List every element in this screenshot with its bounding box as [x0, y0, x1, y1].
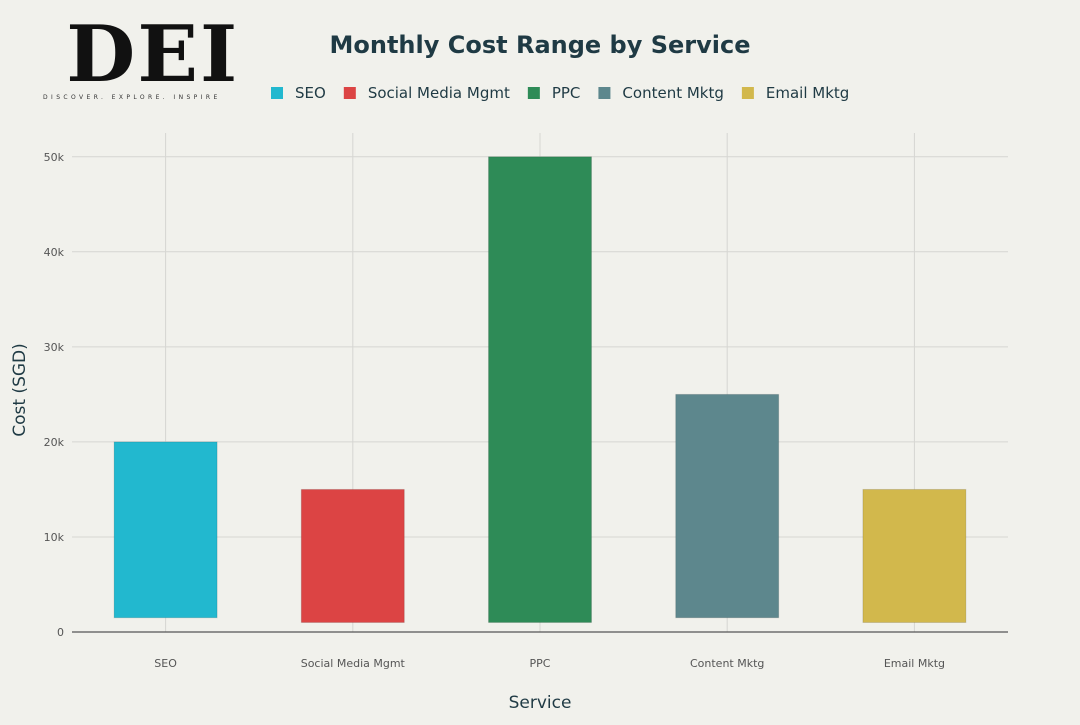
- y-tick-label: 40k: [44, 246, 65, 259]
- brand-logo: DEI DISCOVER. EXPLORE. INSPIRE: [40, 9, 255, 103]
- chart-title: Monthly Cost Range by Service: [330, 31, 751, 59]
- legend: SEO Social Media Mgmt PPC Content Mktg Email…: [271, 84, 849, 102]
- legend-swatch: [598, 87, 611, 99]
- legend-label: PPC: [552, 84, 581, 102]
- y-tick-label: 10k: [44, 531, 65, 544]
- legend-swatch: [527, 87, 540, 99]
- bar: [862, 488, 967, 623]
- legend-label: Email Mktg: [766, 84, 849, 102]
- logo-tagline: DISCOVER. EXPLORE. INSPIRE: [43, 94, 221, 101]
- axes: 0 10k 20k 30k 40k 50k SEO Social Media Mgmt PPC C…: [44, 151, 1008, 670]
- legend-label: Social Media Mgmt: [368, 84, 510, 102]
- y-tick-label: 20k: [44, 436, 65, 449]
- legend-label: SEO: [295, 84, 326, 102]
- y-tick-label: 50k: [44, 151, 65, 164]
- legend-label: Content Mktg: [622, 84, 723, 102]
- bar: [300, 488, 405, 623]
- legend-swatch: [343, 87, 356, 99]
- bar: [488, 156, 592, 623]
- legend-swatch: [271, 87, 283, 99]
- y-tick-label: 30k: [44, 341, 65, 354]
- legend-swatch: [741, 87, 754, 99]
- y-tick-label: 0: [57, 626, 64, 639]
- x-tick-label: Social Media Mgmt: [301, 657, 406, 670]
- x-axis-title: Service: [509, 693, 572, 713]
- bar: [675, 393, 780, 619]
- x-tick-label: SEO: [154, 657, 177, 670]
- bars: [113, 156, 967, 623]
- logo-mark: DEI: [66, 9, 240, 100]
- x-tick-label: Content Mktg: [690, 657, 764, 670]
- y-axis-title: Cost (SGD): [10, 343, 30, 437]
- x-tick-label: PPC: [530, 657, 551, 670]
- x-tick-label: Email Mktg: [884, 657, 945, 670]
- bar: [113, 441, 218, 619]
